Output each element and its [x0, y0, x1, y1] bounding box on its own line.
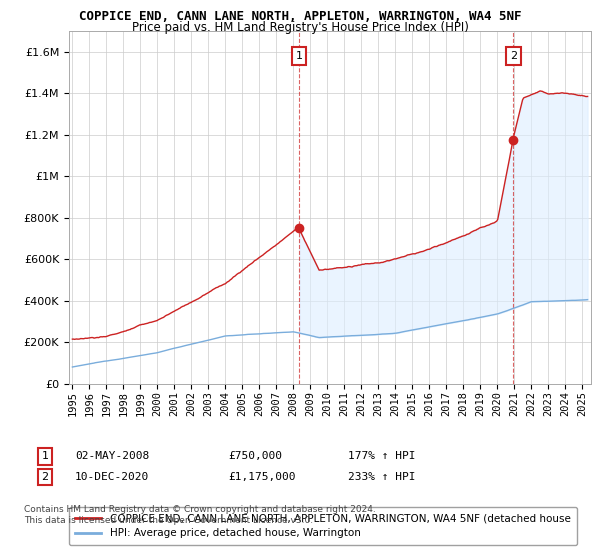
Text: COPPICE END, CANN LANE NORTH, APPLETON, WARRINGTON, WA4 5NF: COPPICE END, CANN LANE NORTH, APPLETON, … — [79, 10, 521, 23]
Legend: COPPICE END, CANN LANE NORTH, APPLETON, WARRINGTON, WA4 5NF (detached house, HPI: COPPICE END, CANN LANE NORTH, APPLETON, … — [69, 507, 577, 545]
Text: 177% ↑ HPI: 177% ↑ HPI — [348, 451, 415, 461]
Text: Price paid vs. HM Land Registry's House Price Index (HPI): Price paid vs. HM Land Registry's House … — [131, 21, 469, 34]
Text: £750,000: £750,000 — [228, 451, 282, 461]
Text: 233% ↑ HPI: 233% ↑ HPI — [348, 472, 415, 482]
Text: Contains HM Land Registry data © Crown copyright and database right 2024.
This d: Contains HM Land Registry data © Crown c… — [24, 505, 376, 525]
Text: 1: 1 — [41, 451, 49, 461]
Text: 2: 2 — [41, 472, 49, 482]
Text: 2: 2 — [510, 51, 517, 60]
Text: 1: 1 — [296, 51, 302, 60]
Text: 02-MAY-2008: 02-MAY-2008 — [75, 451, 149, 461]
Text: 10-DEC-2020: 10-DEC-2020 — [75, 472, 149, 482]
Text: £1,175,000: £1,175,000 — [228, 472, 296, 482]
